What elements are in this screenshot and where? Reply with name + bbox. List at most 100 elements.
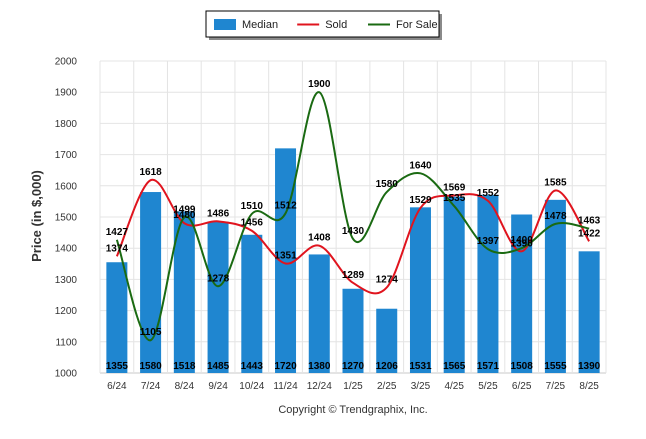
legend-label-median: Median	[242, 19, 278, 31]
data-label-for-sale: 1400	[511, 235, 534, 246]
bar-median	[376, 308, 398, 373]
x-tick-label: 5/25	[478, 381, 498, 392]
bar-median	[207, 221, 229, 373]
y-axis-title: Price (in $,000)	[29, 170, 44, 262]
label-layer: 1355 1580 1518 1485 1443 1720 1380 1270 1206 1531…	[106, 79, 601, 372]
x-tick-label: 2/25	[377, 381, 397, 392]
bar-value-label: 1443	[241, 361, 264, 372]
bar-median	[578, 251, 600, 373]
bar-value-label: 1531	[409, 361, 432, 372]
y-tick-label: 1300	[55, 275, 78, 286]
y-tick-label: 1600	[55, 181, 78, 192]
bar-value-label: 1580	[139, 361, 162, 372]
y-tick-label: 1400	[55, 244, 78, 255]
data-label-sold: 1374	[106, 243, 129, 254]
bar-value-label: 1571	[477, 361, 500, 372]
y-tick-label: 1000	[55, 369, 78, 380]
bar-median	[443, 196, 465, 373]
y-tick-label: 1900	[55, 88, 78, 99]
data-label-sold: 1585	[544, 177, 567, 188]
data-label-sold: 1351	[274, 250, 297, 261]
data-label-sold: 1289	[342, 270, 365, 281]
x-tick-label: 8/24	[175, 381, 195, 392]
data-label-sold: 1618	[139, 167, 162, 178]
data-label-for-sale: 1278	[207, 273, 230, 284]
x-tick-label: 11/24	[273, 381, 298, 392]
bar-value-label: 1565	[443, 361, 466, 372]
data-label-for-sale: 1397	[477, 236, 500, 247]
bar-layer	[106, 148, 600, 373]
data-label-sold: 1529	[409, 195, 432, 206]
bar-value-label: 1270	[342, 361, 365, 372]
bar-value-label: 1380	[308, 361, 331, 372]
bar-median	[140, 192, 162, 373]
x-tick-label: 3/25	[411, 381, 431, 392]
data-label-sold: 1480	[173, 210, 196, 221]
data-label-for-sale: 1580	[376, 179, 399, 190]
x-tick-label: 7/24	[141, 381, 161, 392]
y-tick-label: 1100	[55, 337, 77, 348]
bar-value-label: 1720	[274, 361, 297, 372]
legend-label-sold: Sold	[325, 19, 347, 31]
bar-value-label: 1390	[578, 361, 601, 372]
data-label-for-sale: 1478	[544, 211, 567, 222]
data-label-for-sale: 1105	[140, 327, 162, 338]
legend-label-for-sale: For Sale	[396, 19, 438, 31]
x-tick-label: 10/24	[239, 381, 264, 392]
x-tick-label: 6/24	[107, 381, 127, 392]
data-label-for-sale: 1640	[409, 160, 432, 171]
line-layer	[115, 91, 590, 342]
x-tick-label: 8/25	[579, 381, 599, 392]
data-label-sold: 1486	[207, 208, 230, 219]
bar-median	[477, 194, 499, 373]
x-tick-label: 4/25	[444, 381, 464, 392]
data-label-for-sale: 1499	[173, 204, 196, 215]
legend: Median Sold For Sale	[205, 10, 442, 40]
data-label-sold: 1274	[376, 275, 399, 286]
bar-value-label: 1555	[544, 361, 567, 372]
bar-value-label: 1206	[376, 361, 399, 372]
y-tick-label: 2000	[55, 57, 78, 68]
y-tick-label: 1800	[55, 119, 78, 130]
x-tick-label: 9/24	[208, 381, 228, 392]
bar-median	[342, 288, 364, 373]
data-label-sold: 1552	[477, 188, 500, 199]
bar-value-label: 1518	[173, 361, 196, 372]
x-tick-label: 1/25	[343, 381, 363, 392]
legend-swatch-median	[214, 19, 236, 30]
data-label-sold: 1422	[578, 228, 601, 239]
data-label-sold: 1456	[241, 218, 264, 229]
bar-median	[275, 148, 297, 373]
bar-median	[308, 254, 330, 373]
bar-median	[409, 207, 431, 373]
bar-median	[241, 234, 263, 373]
data-label-for-sale: 1430	[342, 226, 365, 237]
data-label-sold: 1569	[443, 182, 466, 193]
data-label-for-sale: 1512	[274, 200, 297, 211]
line-sold	[115, 178, 590, 295]
bar-median	[173, 211, 195, 373]
data-label-for-sale: 1427	[106, 227, 129, 238]
data-label-sold: 1390	[511, 238, 534, 249]
data-label-for-sale: 1463	[578, 216, 601, 227]
y-tick-label: 1200	[55, 306, 78, 317]
bar-median	[544, 199, 566, 373]
bar-value-label: 1508	[511, 361, 534, 372]
x-tick-label: 7/25	[546, 381, 566, 392]
copyright-text: Copyright © Trendgraphix, Inc.	[278, 404, 427, 416]
data-label-for-sale: 1535	[443, 193, 466, 204]
x-tick-label: 12/24	[307, 381, 332, 392]
axis-layer: 1000 1100 1200 1300 1400 1500 1600 1700 1800 1900…	[55, 57, 600, 393]
bar-median	[106, 262, 128, 373]
line-for-sale	[115, 91, 590, 342]
bar-value-label: 1355	[106, 361, 129, 372]
data-label-for-sale: 1900	[308, 79, 331, 90]
data-label-sold: 1408	[308, 233, 331, 244]
bar-median	[511, 214, 533, 373]
y-tick-label: 1700	[55, 150, 78, 161]
x-tick-label: 6/25	[512, 381, 532, 392]
legend-items: Median Sold For Sale	[214, 19, 438, 31]
data-label-for-sale: 1510	[241, 201, 264, 212]
